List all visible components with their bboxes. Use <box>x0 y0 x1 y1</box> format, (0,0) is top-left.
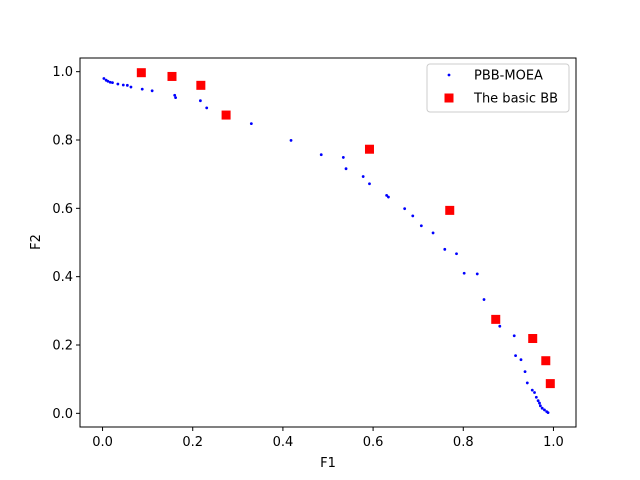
pbb-moea-point <box>344 167 348 171</box>
pbb-moea-point <box>368 182 371 186</box>
pbb-moea-point <box>525 381 529 385</box>
pbb-moea-point <box>289 138 293 142</box>
pbb-moea-point <box>140 87 144 91</box>
pbb-moea-point <box>173 93 177 97</box>
x-axis-label: F1 <box>320 456 336 471</box>
x-tick-label: 0.4 <box>273 435 294 450</box>
pbb-moea-point <box>102 77 106 80</box>
pbb-moea-point <box>108 80 112 84</box>
y-tick-label: 0.8 <box>52 134 73 149</box>
pbb-moea-point <box>475 272 479 276</box>
x-tick-label: 0.6 <box>363 435 384 450</box>
pbb-moea-point <box>385 193 389 197</box>
pbb-moea-point <box>150 89 154 93</box>
legend-box <box>426 63 570 113</box>
pbb-moea-point <box>403 207 407 211</box>
basic-bb-point <box>528 334 538 344</box>
pbb-moea-point <box>455 252 458 256</box>
pbb-moea-point <box>514 354 517 357</box>
y-tick-label: 0.2 <box>52 339 73 354</box>
y-axis-label: F2 <box>29 234 44 250</box>
pbb-moea-point <box>361 175 365 178</box>
x-tick-label: 0.8 <box>453 435 474 450</box>
basic-bb-point <box>491 314 501 324</box>
pbb-moea-point <box>249 122 253 125</box>
pbb-moea-point <box>319 153 323 157</box>
pbb-moea-point <box>538 401 541 405</box>
pbb-moea-point <box>543 408 546 412</box>
pbb-moea-point <box>125 83 129 87</box>
pbb-moea-point <box>129 85 133 89</box>
pbb-moea-point <box>530 388 534 392</box>
pbb-moea-point <box>538 404 542 408</box>
basic-bb-point <box>364 144 374 154</box>
pbb-moea-point <box>546 411 550 415</box>
pbb-moea-point <box>519 358 523 362</box>
pbb-moea-point <box>523 370 527 374</box>
legend-label-basic-bb: The basic BB <box>473 92 558 107</box>
pbb-moea-point <box>419 224 423 228</box>
pbb-moea-point <box>111 81 114 84</box>
x-tick-label: 0.0 <box>92 435 113 450</box>
x-tick-label: 1.0 <box>543 435 564 450</box>
y-tick-label: 1.0 <box>52 65 73 80</box>
legend-marker-basic-bb <box>444 93 454 103</box>
basic-bb-point <box>545 379 555 389</box>
y-tick-label: 0.6 <box>52 202 73 217</box>
pbb-moea-point <box>533 391 536 394</box>
pbb-moea-point <box>341 156 345 159</box>
basic-bb-point <box>221 110 231 120</box>
pbb-moea-point <box>431 231 435 235</box>
pbb-moea-point <box>482 298 486 301</box>
pbb-moea-point <box>106 79 110 83</box>
ticks-layer: 0.0 0.2 0.4 0.6 0.8 1.0 0.0 0.2 0.4 0.6 0.8 1.0 <box>52 65 563 450</box>
pbb-moea-point <box>116 82 120 86</box>
y-tick-label: 0.0 <box>52 407 73 422</box>
pbb-moea-point <box>443 247 447 251</box>
basic-bb-point <box>136 68 146 78</box>
pbb-moea-point <box>462 271 466 275</box>
pbb-moea-point <box>174 96 177 100</box>
basic-bb-point <box>445 205 455 215</box>
legend-label-pbb-moea: PBB-MOEA <box>474 69 543 84</box>
pbb-moea-point <box>387 195 390 199</box>
pbb-moea-point <box>121 83 125 87</box>
pbb-moea-point <box>205 106 209 110</box>
basic-bb-point <box>196 80 206 90</box>
pbb-moea-point <box>498 324 502 328</box>
basic-bb-point <box>167 71 177 81</box>
pbb-moea-point <box>536 399 540 403</box>
y-tick-label: 0.4 <box>52 270 73 285</box>
legend: PBB-MOEA The basic BB <box>426 63 570 113</box>
points-layer <box>102 68 555 415</box>
pbb-moea-point <box>534 395 538 399</box>
pbb-moea-point <box>411 214 415 218</box>
plot-frame <box>79 57 577 428</box>
pbb-moea-point <box>512 334 516 338</box>
pbb-moea-point <box>540 406 544 410</box>
legend-marker-pbb-moea <box>447 73 451 77</box>
pbb-moea-point <box>198 99 202 103</box>
x-tick-label: 0.2 <box>182 435 203 450</box>
basic-bb-point <box>541 356 551 366</box>
